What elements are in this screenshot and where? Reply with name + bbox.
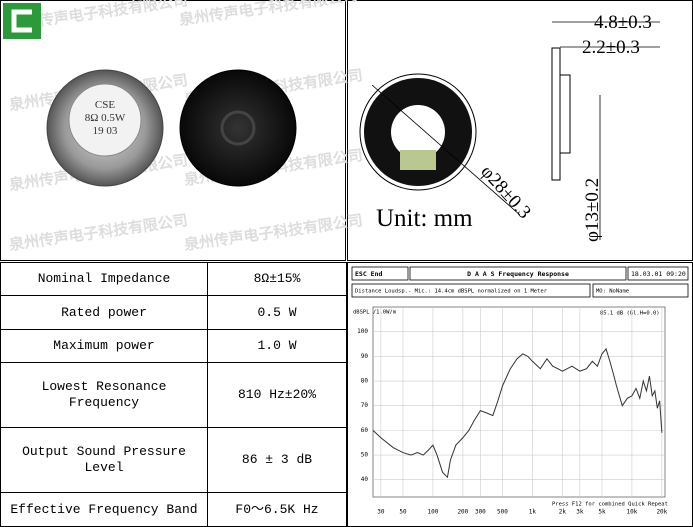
y-tick-label: 60 (361, 427, 369, 434)
y-tick-label: 40 (361, 476, 369, 483)
header-box (351, 266, 409, 281)
logo-mark (11, 9, 32, 33)
spec-value: 8Ω±15% (207, 261, 347, 297)
inner-diameter-label: φ13±0.2 (582, 178, 603, 242)
outline-outer (359, 73, 477, 191)
speaker-print-line: 19 03 (93, 125, 118, 137)
header-date: 18.03.01 09:20 (631, 270, 686, 278)
x-tick-label: 10k (626, 509, 637, 516)
x-tick-label: 500 (497, 509, 508, 516)
profile (551, 47, 561, 181)
x-tick-label: 2k (559, 509, 567, 516)
spec-value: 86 ± 3 dB (207, 427, 347, 494)
dim-line (371, 84, 521, 216)
header-info: Distance Loudsp.- Mic.: 14.4cm dBSPL nor… (355, 289, 548, 295)
x-tick-label: 1k (529, 509, 537, 516)
x-tick-label: 50 (399, 509, 407, 516)
x-tick-label: 3k (576, 509, 584, 516)
header-model: MO: NoName (596, 289, 629, 295)
spec-name: Lowest Resonance Frequency (0, 362, 208, 429)
header-box (592, 283, 689, 298)
flange-label: 2.2±0.3 (582, 37, 640, 58)
header-box (409, 266, 627, 281)
annotation: 85.1 dB (Gl.H=0.0) (600, 311, 660, 317)
speaker-back (179, 69, 297, 187)
spec-value: 1.0 W (207, 328, 347, 364)
logo (3, 3, 41, 39)
spec-value: 810 Hz±20% (207, 362, 347, 429)
x-tick-label: 200 (457, 509, 468, 516)
spec-table: Nominal Impedance 8Ω±15% Rated power 0.5 W… (0, 261, 347, 527)
outline-inner (391, 105, 445, 159)
y-tick-label: 50 (361, 452, 369, 459)
x-tick-label: 20k (656, 509, 667, 516)
profile-back (559, 74, 571, 154)
spec-name: Maximum power (0, 328, 208, 364)
response-chart: ESC End D A A S Frequency Response 18.03.0… (351, 266, 689, 516)
spec-value: F0～6.5K Hz (207, 492, 347, 527)
speaker-print-line: CSE (95, 99, 115, 111)
spec-name: Output Sound Pressure Level (0, 427, 208, 494)
depth-label: 4.8±0.3 (594, 12, 652, 33)
chart-title: D A A S Frequency Response (467, 270, 569, 278)
plot-area (372, 306, 666, 498)
x-tick-label: 300 (475, 509, 486, 516)
spec-name: Rated power (0, 295, 208, 330)
speaker-label (68, 83, 142, 157)
y-tick-label: 70 (361, 402, 369, 409)
x-tick-label: 100 (427, 509, 438, 516)
speaker-print-line: 8Ω 0.5W (85, 112, 126, 124)
speaker-back-ring (220, 110, 256, 146)
footer: Press F12 for combined Quick Repeat (552, 502, 668, 508)
header-left: ESC End (355, 270, 382, 278)
header-box (351, 283, 591, 298)
y-tick-label: 80 (361, 378, 369, 385)
terminal (400, 150, 436, 170)
spec-value: 0.5 W (207, 295, 347, 330)
x-tick-label: 30 (377, 509, 385, 516)
response-line (372, 347, 663, 479)
unit-label: Unit: mm (376, 205, 473, 232)
y-axis-label: dBSPL /1.0W/m (353, 310, 397, 316)
y-tick-label: 100 (357, 328, 368, 335)
spec-name: Nominal Impedance (0, 261, 208, 297)
y-tick-label: 90 (361, 353, 369, 360)
spec-name: Effective Frequency Band (0, 492, 208, 527)
chart-frame (347, 262, 693, 527)
x-tick-label: 5k (598, 509, 606, 516)
header-box (627, 266, 689, 281)
